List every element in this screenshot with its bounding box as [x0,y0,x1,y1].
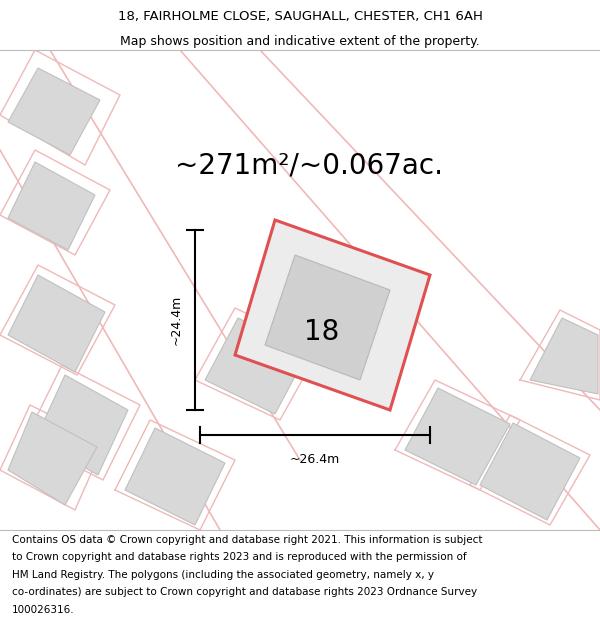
Text: ~24.4m: ~24.4m [170,295,183,345]
Polygon shape [8,162,95,250]
Polygon shape [405,388,510,485]
Polygon shape [265,255,390,380]
Polygon shape [8,68,100,155]
Text: ~26.4m: ~26.4m [290,453,340,466]
Polygon shape [205,318,308,414]
Text: HM Land Registry. The polygons (including the associated geometry, namely x, y: HM Land Registry. The polygons (includin… [12,570,434,580]
Polygon shape [35,375,128,475]
Polygon shape [125,428,225,525]
Text: ~271m²/~0.067ac.: ~271m²/~0.067ac. [175,151,443,179]
Polygon shape [235,220,430,410]
Text: Contains OS data © Crown copyright and database right 2021. This information is : Contains OS data © Crown copyright and d… [12,535,482,545]
Text: Map shows position and indicative extent of the property.: Map shows position and indicative extent… [120,35,480,48]
Polygon shape [530,318,598,394]
Text: 18: 18 [304,318,340,346]
Polygon shape [480,423,580,520]
Text: 100026316.: 100026316. [12,605,74,615]
Text: 18, FAIRHOLME CLOSE, SAUGHALL, CHESTER, CH1 6AH: 18, FAIRHOLME CLOSE, SAUGHALL, CHESTER, … [118,10,482,23]
Polygon shape [8,412,97,505]
Text: co-ordinates) are subject to Crown copyright and database rights 2023 Ordnance S: co-ordinates) are subject to Crown copyr… [12,588,477,598]
Text: to Crown copyright and database rights 2023 and is reproduced with the permissio: to Crown copyright and database rights 2… [12,552,467,562]
Polygon shape [8,275,105,372]
